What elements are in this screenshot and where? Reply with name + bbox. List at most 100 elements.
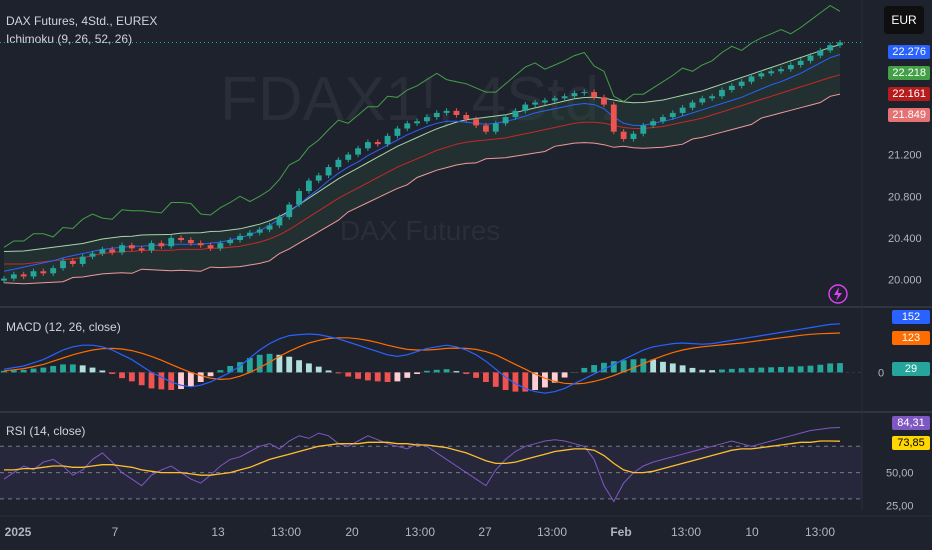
time-axis-label: 20 bbox=[345, 525, 359, 539]
candle-body bbox=[89, 253, 96, 257]
candle-body bbox=[689, 102, 696, 108]
candle-body bbox=[660, 117, 666, 122]
candle-body bbox=[748, 76, 755, 82]
rsi-layer bbox=[0, 427, 862, 503]
time-axis-label: 7 bbox=[112, 525, 119, 539]
candle-body bbox=[797, 60, 804, 65]
candle-body bbox=[502, 117, 509, 124]
macd-histogram-bar bbox=[522, 372, 529, 392]
macd-histogram-bar bbox=[778, 366, 784, 373]
macd-histogram-bar bbox=[640, 358, 647, 373]
macd-histogram-bar bbox=[414, 372, 420, 374]
macd-histogram-bar bbox=[689, 367, 696, 373]
macd-histogram-bar bbox=[669, 363, 676, 373]
price-layer bbox=[0, 5, 862, 285]
rsi-badge-rsi: 84,31 bbox=[892, 416, 930, 430]
candle-body bbox=[640, 125, 647, 134]
macd-histogram-bar bbox=[502, 372, 509, 390]
rsi-ma-line bbox=[4, 440, 841, 476]
macd-histogram-bar bbox=[827, 363, 834, 373]
macd-histogram-bar bbox=[374, 372, 381, 382]
time-axis-label: 13:00 bbox=[405, 525, 435, 539]
candle-body bbox=[99, 249, 106, 254]
watermark-name: DAX Futures bbox=[340, 215, 500, 246]
macd-histogram-bar bbox=[404, 372, 411, 378]
candle-body bbox=[266, 225, 273, 230]
candle-body bbox=[738, 81, 745, 86]
rsi-tick-50: 50,00 bbox=[886, 468, 914, 480]
macd-histogram-bar bbox=[89, 367, 96, 373]
chikou-line bbox=[3, 5, 841, 248]
candle-body bbox=[246, 232, 253, 236]
senkou-span-a bbox=[3, 44, 841, 252]
macd-histogram-bar bbox=[650, 359, 657, 373]
candle-body bbox=[512, 110, 519, 118]
candle-body bbox=[60, 260, 66, 269]
candle-body bbox=[817, 50, 824, 56]
candle-body bbox=[384, 135, 391, 145]
candle-body bbox=[591, 92, 598, 98]
macd-histogram-bar bbox=[532, 372, 539, 390]
candle-body bbox=[286, 204, 293, 218]
candle-body bbox=[424, 117, 430, 122]
candle-body bbox=[768, 71, 775, 74]
macd-line bbox=[3, 323, 841, 394]
axis-layer: 21.200 20.800 20.400 20.000 0 50,00 25,00 2025 7… bbox=[0, 150, 932, 539]
macd-histogram-bar bbox=[168, 372, 175, 390]
candle-body bbox=[827, 45, 834, 51]
macd-histogram-bar bbox=[246, 358, 253, 373]
candle-body bbox=[758, 73, 765, 77]
candle-body bbox=[40, 271, 47, 274]
rsi-badge-ma: 73,85 bbox=[892, 436, 930, 450]
candle-body bbox=[50, 268, 57, 274]
candle-body bbox=[522, 104, 529, 111]
macd-histogram-bar bbox=[296, 360, 302, 373]
candle-body bbox=[787, 65, 794, 70]
candle-body bbox=[551, 98, 558, 101]
candle-body bbox=[483, 125, 489, 132]
candle-body bbox=[355, 148, 361, 155]
macd-histogram-bar bbox=[187, 372, 194, 387]
price-tick-label: 20.800 bbox=[888, 191, 922, 203]
rsi-label[interactable]: RSI (14, close) bbox=[6, 424, 86, 438]
candle-body bbox=[709, 96, 716, 99]
tenkan-line bbox=[3, 54, 841, 272]
macd-label[interactable]: MACD (12, 26, close) bbox=[6, 320, 121, 334]
rsi-tick-25: 25,00 bbox=[886, 500, 914, 512]
candle-body bbox=[20, 274, 27, 277]
candle-body bbox=[620, 131, 627, 139]
candle-body bbox=[79, 256, 86, 264]
macd-histogram-bar bbox=[69, 364, 76, 373]
time-axis-label: 13:00 bbox=[671, 525, 701, 539]
macd-histogram-bar bbox=[542, 372, 548, 388]
macd-histogram-bar bbox=[128, 372, 135, 382]
candle-body bbox=[325, 167, 332, 176]
candle-body bbox=[473, 119, 480, 126]
macd-histogram-bar bbox=[512, 372, 519, 392]
time-axis-label: 13:00 bbox=[537, 525, 567, 539]
time-axis-label: 2025 bbox=[5, 525, 32, 539]
candle-body bbox=[69, 260, 76, 264]
candle-body bbox=[728, 85, 735, 90]
macd-histogram-bar bbox=[364, 372, 371, 381]
macd-badge-macd: 152 bbox=[892, 310, 930, 324]
macd-histogram-bar bbox=[197, 372, 204, 382]
macd-histogram-bar bbox=[473, 372, 480, 378]
bolt-icon[interactable] bbox=[828, 284, 848, 304]
candle-body bbox=[178, 237, 184, 240]
macd-histogram-bar bbox=[591, 365, 598, 373]
macd-histogram-bar bbox=[551, 372, 558, 383]
macd-histogram-bar bbox=[797, 366, 804, 373]
candle-body bbox=[414, 121, 420, 124]
candle-body bbox=[630, 133, 637, 139]
currency-button[interactable]: EUR bbox=[884, 6, 924, 34]
price-badge-span: 21.849 bbox=[888, 108, 930, 122]
time-axis-label: 10 bbox=[745, 525, 759, 539]
macd-histogram-bar bbox=[561, 372, 568, 378]
macd-histogram-bar bbox=[237, 362, 243, 373]
macd-histogram-bar bbox=[758, 367, 765, 373]
candle-body bbox=[335, 159, 342, 168]
macd-histogram-bar bbox=[217, 370, 224, 373]
candle-body bbox=[463, 115, 470, 120]
